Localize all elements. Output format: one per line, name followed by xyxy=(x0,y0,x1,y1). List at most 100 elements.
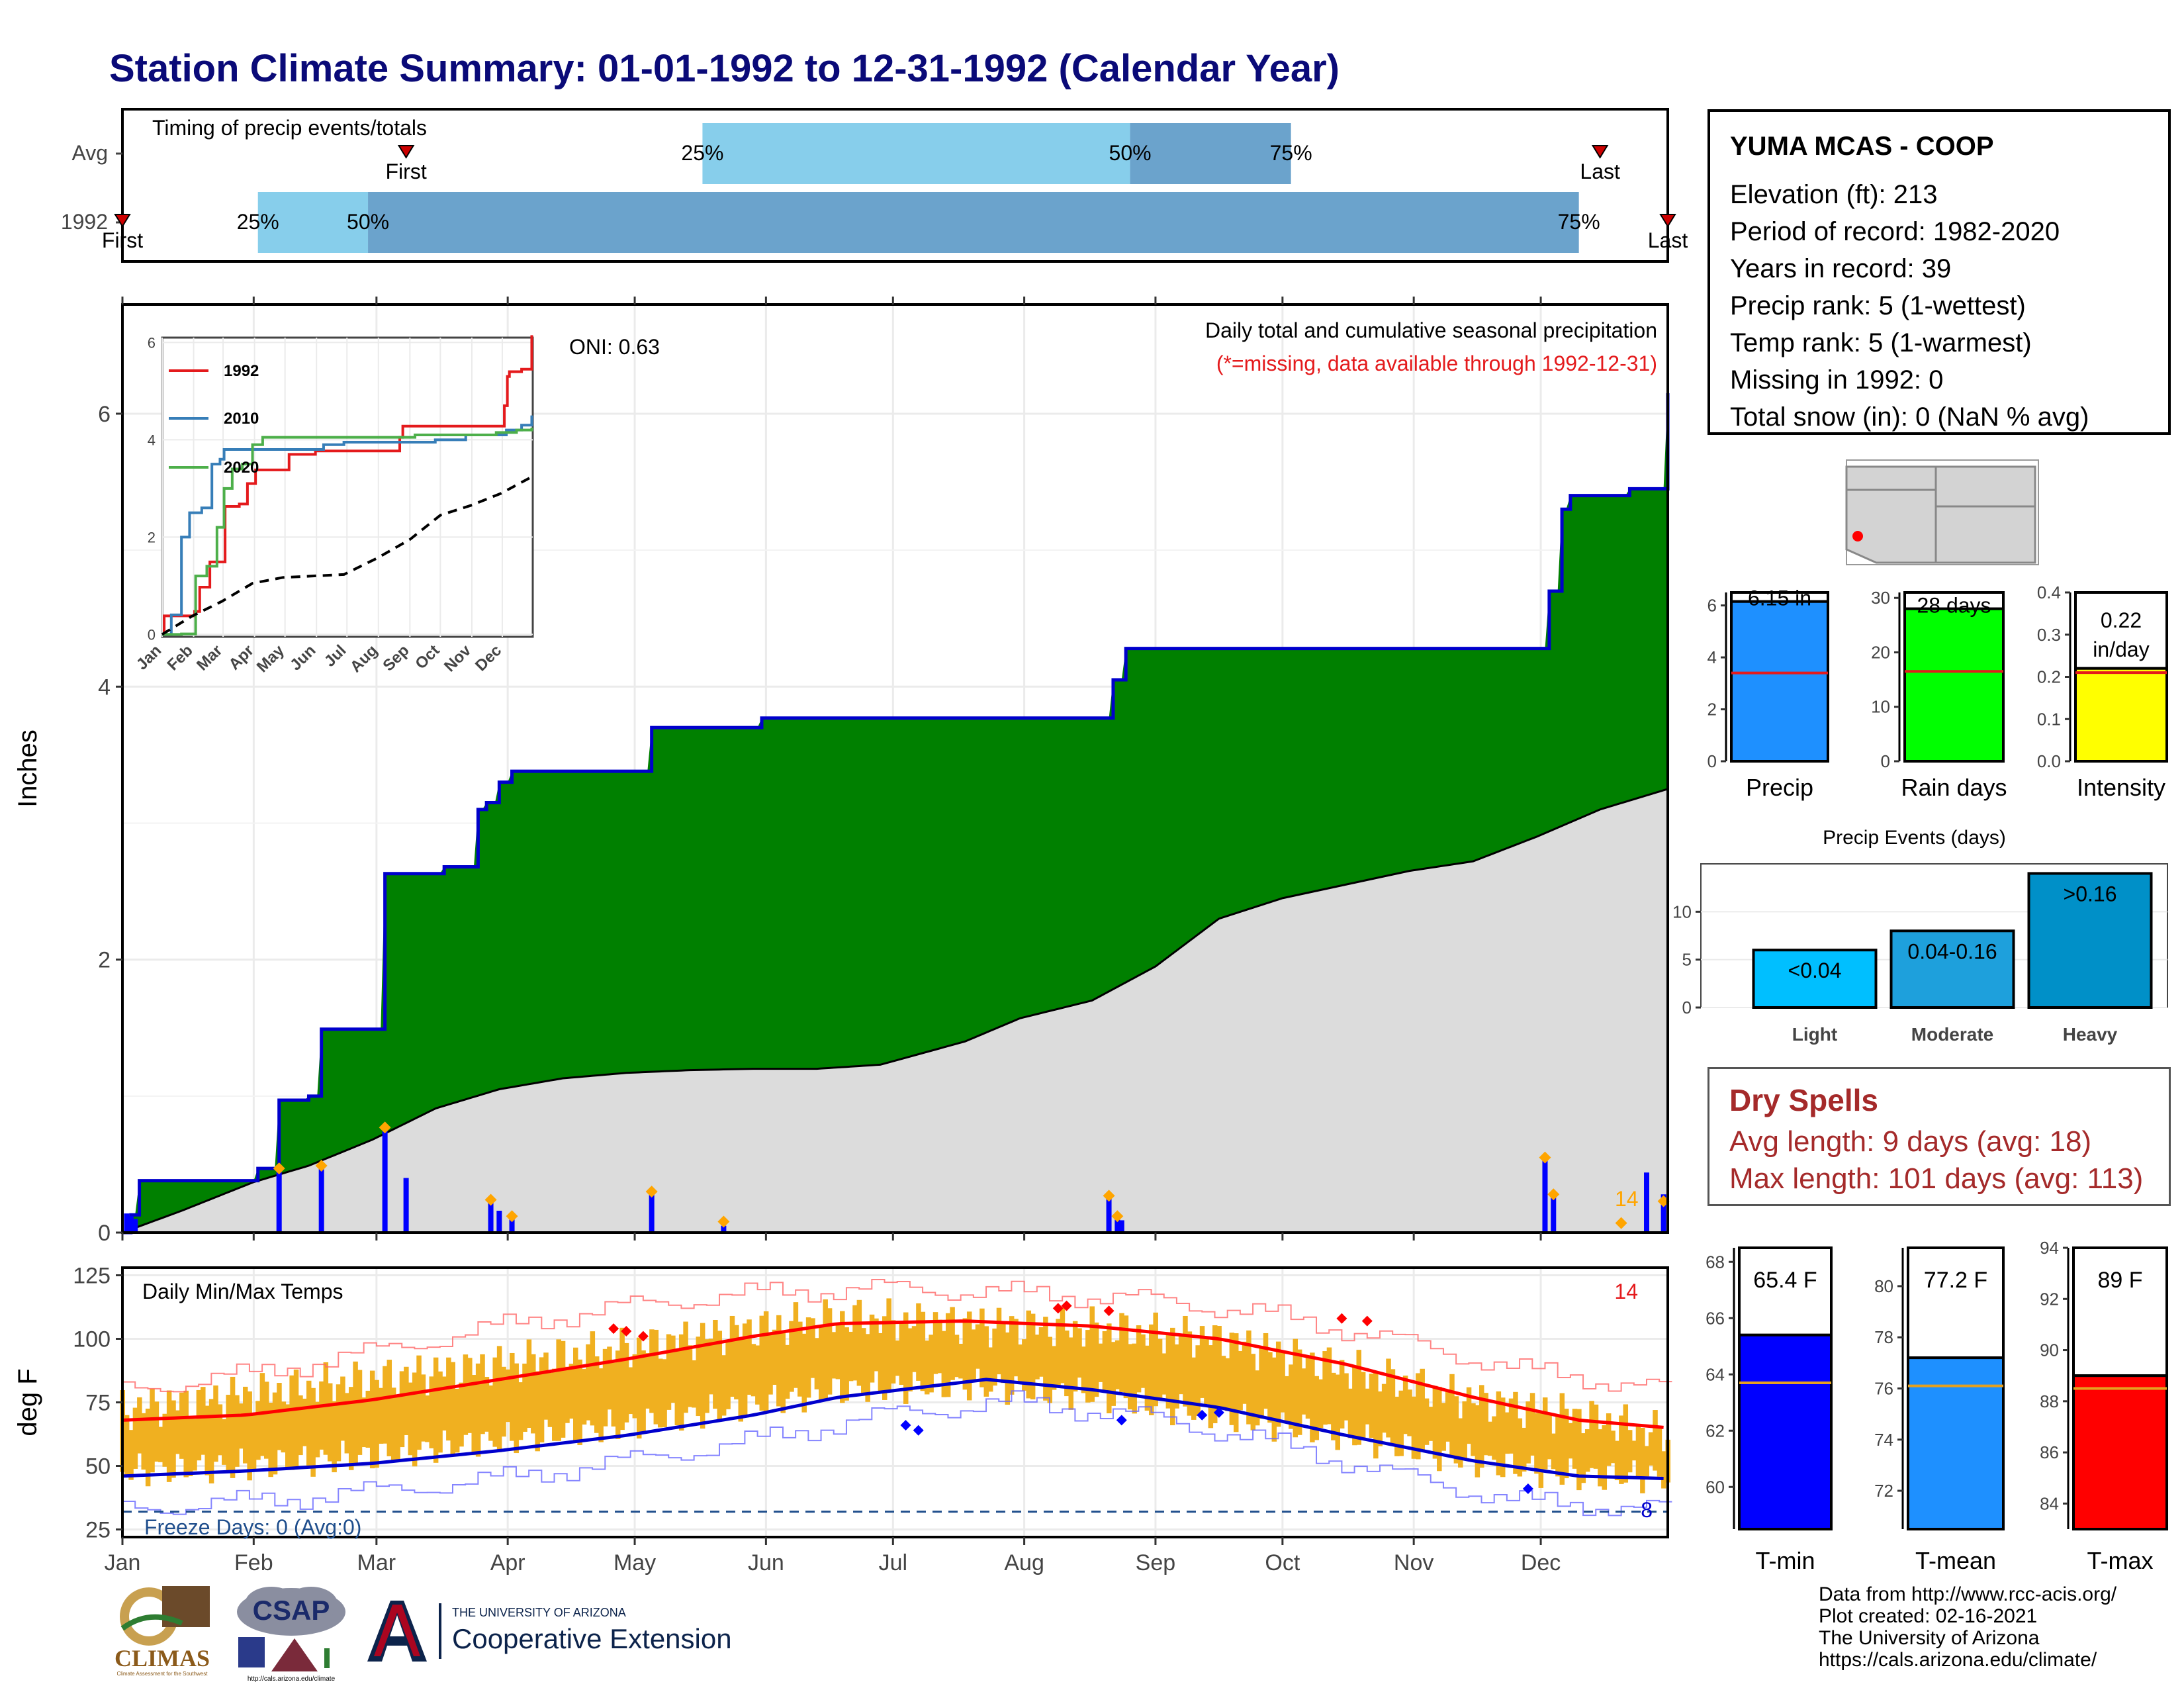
temps-daily-bar xyxy=(1653,1410,1658,1471)
temps-daily-bar xyxy=(1038,1327,1044,1377)
temps-daily-bar xyxy=(759,1315,764,1411)
university-name: THE UNIVERSITY OF ARIZONA xyxy=(452,1606,626,1619)
temps-daily-bar xyxy=(1390,1369,1396,1444)
temps-daily-bar xyxy=(1593,1404,1599,1469)
temps-daily-bar xyxy=(1318,1379,1324,1429)
temps-ytick-label: 75 xyxy=(85,1391,111,1416)
station-elevation: Elevation (ft): 213 xyxy=(1730,180,1938,209)
temps-daily-bar xyxy=(615,1350,621,1439)
map-land xyxy=(1845,465,2036,564)
temps-daily-bar xyxy=(1648,1432,1654,1466)
precip-event-marker xyxy=(645,1186,658,1198)
precip-summary-intensity-category-label: Intensity xyxy=(2077,774,2165,801)
temps-daily-bar xyxy=(1356,1350,1361,1445)
temps-daily-bar xyxy=(531,1354,536,1434)
temps-daily-bar xyxy=(1437,1386,1442,1472)
events-category-label: Heavy xyxy=(2063,1024,2118,1045)
temps-daily-bar xyxy=(1610,1430,1615,1464)
precip-event-marker xyxy=(717,1215,730,1228)
temps-daily-bar xyxy=(336,1384,341,1462)
temps-hot-marker xyxy=(1361,1315,1373,1327)
temps-daily-bar xyxy=(1013,1319,1019,1377)
temps-daily-bar xyxy=(1644,1446,1650,1477)
temps-tmax-normal-line xyxy=(122,1319,1664,1429)
precip-summary-precip-value-label: 6.15 in xyxy=(1748,586,1811,610)
temps-daily-bar xyxy=(412,1372,418,1467)
temps-xtick-label: Sep xyxy=(1136,1550,1176,1575)
temps-daily-bar xyxy=(1352,1367,1357,1446)
temps-daily-bar xyxy=(577,1359,582,1445)
temps-cold-marker xyxy=(900,1420,911,1431)
map-station-marker xyxy=(1852,531,1863,541)
temps-tmin-record-line xyxy=(122,1390,1672,1517)
temp-summary-t-mean-ytick-label: 74 xyxy=(1874,1430,1893,1450)
events-ytick-label: 5 xyxy=(1682,950,1692,970)
temps-daily-bar xyxy=(916,1303,921,1381)
events-category-label: Moderate xyxy=(1911,1024,1993,1045)
inset-ytick-label: 0 xyxy=(148,626,156,643)
temps-daily-bar xyxy=(975,1324,981,1369)
temps-daily-bar xyxy=(987,1347,993,1392)
temps-daily-bar xyxy=(450,1362,455,1456)
temps-daily-bar xyxy=(1640,1427,1645,1493)
cooperative-extension-wordmark: Cooperative Extension xyxy=(452,1623,732,1654)
temps-daily-bar xyxy=(632,1354,638,1419)
temps-daily-bar xyxy=(1301,1368,1306,1415)
temps-daily-bar xyxy=(1568,1423,1573,1459)
temps-ytick-label: 125 xyxy=(73,1264,111,1289)
temps-daily-bar xyxy=(924,1340,930,1395)
temps-daily-bar xyxy=(1580,1433,1586,1483)
temps-daily-bar xyxy=(1394,1396,1400,1456)
temps-daily-bar xyxy=(471,1375,477,1456)
temps-daily-bar xyxy=(729,1315,735,1397)
temps-daily-bar xyxy=(1483,1393,1488,1456)
temps-daily-bar xyxy=(1398,1390,1404,1456)
temps-daily-bar xyxy=(747,1319,752,1395)
precip-daily-bar xyxy=(721,1225,727,1233)
temp-summary-t-max-category-label: T-max xyxy=(2087,1547,2153,1574)
inset-ytick-label: 2 xyxy=(148,529,156,545)
temps-daily-bar xyxy=(780,1331,786,1413)
csap-wordmark: CSAP xyxy=(252,1595,330,1626)
temps-daily-bar xyxy=(966,1311,972,1401)
precip-summary-intensity-headroom xyxy=(2074,591,2168,670)
precip-event-marker xyxy=(484,1194,497,1206)
temps-daily-bar xyxy=(890,1320,896,1384)
temps-daily-bar xyxy=(1157,1338,1163,1401)
temps-daily-bar xyxy=(1529,1393,1535,1456)
temps-daily-bar xyxy=(1128,1344,1133,1410)
temps-daily-bar xyxy=(1441,1403,1446,1451)
precip-normal-area xyxy=(122,787,1669,1234)
temps-daily-bar xyxy=(404,1366,409,1435)
temps-daily-bar xyxy=(581,1369,587,1425)
temps-daily-bar xyxy=(586,1344,591,1421)
temps-daily-bar xyxy=(420,1374,426,1442)
precip-frame xyxy=(121,303,1669,1234)
temps-daily-bar xyxy=(293,1369,299,1468)
precip-summary-rain-days-value-label: 28 days xyxy=(1917,594,1991,618)
timing-p75-label: 75% xyxy=(1270,141,1312,165)
precip-summary-intensity-ytick-label: 0.1 xyxy=(2037,709,2061,729)
temps-cold-marker xyxy=(1522,1483,1533,1495)
precip-event-marker xyxy=(379,1121,391,1134)
temps-daily-bar xyxy=(387,1360,392,1456)
temps-daily-bar xyxy=(1183,1315,1188,1407)
temps-daily-bar xyxy=(361,1397,367,1448)
temps-daily-bar xyxy=(1335,1374,1341,1450)
inset-ytick-label: 4 xyxy=(148,432,156,448)
temps-ytick-label: 50 xyxy=(85,1454,111,1479)
temps-daily-bar xyxy=(636,1337,642,1439)
temps-daily-bar xyxy=(1144,1345,1150,1411)
temps-freeze-label: Freeze Days: 0 (Avg:0) xyxy=(144,1515,361,1539)
timing-p75-label: 75% xyxy=(1558,210,1600,234)
timing-last-label: Last xyxy=(1648,228,1688,252)
temps-daily-bar xyxy=(1428,1407,1433,1441)
temps-daily-bar xyxy=(933,1312,938,1374)
events-bar-label: >0.16 xyxy=(2064,882,2117,906)
temps-daily-bar xyxy=(310,1387,316,1477)
temps-daily-bar xyxy=(226,1395,231,1472)
temps-daily-bar xyxy=(899,1323,905,1385)
temps-daily-bar xyxy=(979,1308,985,1387)
temps-daily-bar xyxy=(302,1398,308,1446)
